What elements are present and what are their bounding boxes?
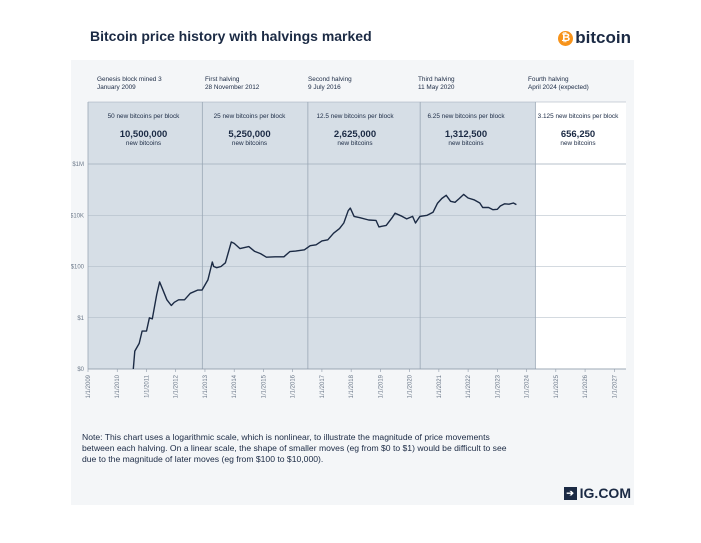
- era-heading-fourth-halving: Fourth halving April 2024 (expected): [528, 76, 589, 91]
- shaded-era-region: [88, 102, 536, 369]
- arrow-icon: ➔: [563, 486, 577, 500]
- x-tick-label: 1/1/2022: [466, 374, 472, 398]
- y-tick-label: $0: [77, 367, 84, 373]
- y-tick-label: $10K: [71, 213, 84, 219]
- x-tick-label: 1/1/2026: [583, 374, 589, 398]
- x-tick-label: 1/1/2010: [115, 374, 121, 398]
- chart-note: Note: This chart uses a logarithmic scal…: [82, 432, 507, 464]
- x-tick-label: 1/1/2018: [349, 374, 355, 398]
- x-tick-label: 1/1/2027: [612, 374, 618, 398]
- chart-plot: $0 $1 $100 $10K $1M 1/1/2009 1/1/2010 1/1/2011 1…: [71, 101, 626, 398]
- x-tick-label: 1/1/2015: [261, 374, 267, 398]
- bitcoin-logo-text: bitcoin: [575, 28, 631, 47]
- era-box-fourth-halving: 3.125 new bitcoins per block 656,250 new…: [537, 113, 619, 147]
- era-heading-first-halving: First halving 28 November 2012: [205, 76, 260, 91]
- chart-panel: $0 $1 $100 $10K $1M 1/1/2009 1/1/2010 1/1/2011 1…: [71, 60, 634, 505]
- bitcoin-logo: ₿ bitcoin: [558, 28, 631, 48]
- price-series-line: [132, 193, 517, 370]
- ig-logo: ➔ IG.COM: [563, 485, 631, 501]
- x-tick-label: 1/1/2020: [408, 374, 414, 398]
- x-tick-label: 1/1/2011: [144, 374, 150, 398]
- era-heading-genesis: Genesis block mined 3 January 2009: [97, 76, 162, 91]
- x-tick-label: 1/1/2012: [174, 374, 180, 398]
- y-tick-label: $1M: [72, 162, 84, 168]
- era-box-third-halving: 6.25 new bitcoins per block 1,312,500 ne…: [427, 113, 505, 147]
- ig-logo-text: IG.COM: [579, 485, 631, 501]
- chart-title: Bitcoin price history with halvings mark…: [90, 28, 372, 44]
- era-box-genesis: 50 new bitcoins per block 10,500,000 new…: [107, 113, 180, 147]
- y-tick-label: $100: [71, 265, 85, 271]
- era-box-second-halving: 12.5 new bitcoins per block 2,625,000 ne…: [316, 113, 394, 147]
- x-tick-label: 1/1/2021: [437, 374, 443, 398]
- x-tick-label: 1/1/2014: [232, 374, 238, 398]
- bitcoin-icon: ₿: [558, 30, 574, 46]
- future-era-region: [535, 102, 626, 369]
- x-tick-label: 1/1/2025: [554, 374, 560, 398]
- era-heading-third-halving: Third halving 11 May 2020: [418, 76, 455, 91]
- x-tick-label: 1/1/2023: [495, 374, 501, 398]
- x-tick-label: 1/1/2017: [320, 374, 326, 398]
- x-tick-label: 1/1/2009: [86, 374, 92, 398]
- y-tick-label: $1: [77, 316, 84, 322]
- era-box-first-halving: 25 new bitcoins per block 5,250,000 new …: [213, 113, 286, 147]
- x-tick-label: 1/1/2024: [525, 374, 531, 398]
- x-tick-label: 1/1/2013: [203, 374, 209, 398]
- x-tick-label: 1/1/2016: [291, 374, 297, 398]
- x-tick-label: 1/1/2019: [378, 374, 384, 398]
- era-heading-second-halving: Second halving 9 July 2016: [308, 76, 352, 91]
